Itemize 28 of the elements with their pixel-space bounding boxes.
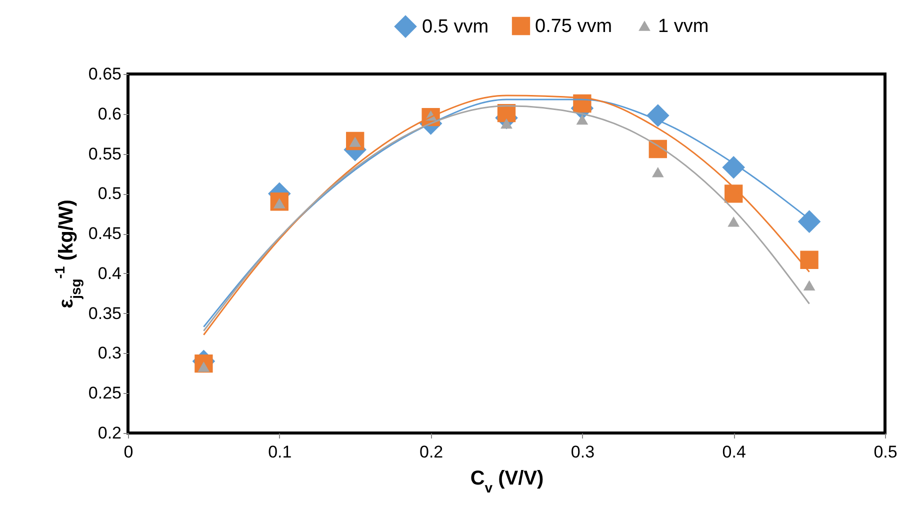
point [800,250,818,269]
point [646,104,670,127]
point [728,216,740,227]
legend-label: 0.5 vvm [422,16,489,38]
x-tick-label: 0 [124,442,134,462]
point [803,280,816,291]
point [652,167,664,178]
x-tick-label: 0.3 [570,442,595,462]
x-axis-title: C$_{v}$ (V/V) [470,468,544,496]
point [798,210,821,233]
y-tick-label: 0.25 [88,384,122,403]
y-tick-label: 0.35 [88,304,122,323]
point [722,156,745,179]
x-tick-label: 0.1 [268,442,292,462]
point [576,114,588,125]
x-tick-label: 0.5 [874,442,898,462]
y-tick-label: 0.45 [88,224,122,244]
y-tick-label: 0.6 [98,104,122,124]
y-tick-label: 0.5 [98,184,122,204]
legend-label: 1 vvm [658,16,709,37]
y-tick-label: 0.55 [88,144,122,164]
y-tick-label: 0.2 [98,424,122,442]
x-tick-label: 0.2 [419,442,444,462]
legend-label: 0.75 vvm [535,16,612,37]
y-tick-label: 0.65 [88,64,122,84]
y-tick-label: 0.4 [98,264,122,283]
y-tick-label: 0.3 [98,344,122,363]
x-tick-label: 0.4 [722,442,746,462]
